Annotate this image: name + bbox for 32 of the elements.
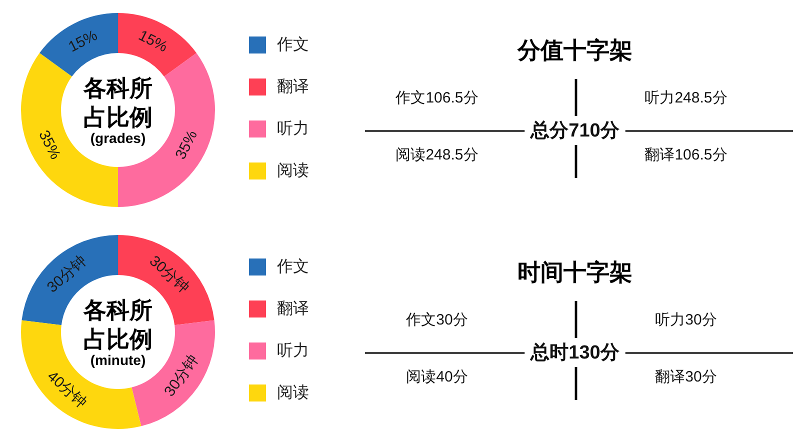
text: 翻译30分	[655, 368, 717, 386]
text: 听力30分	[655, 312, 717, 328]
legend-label: 翻译	[277, 300, 309, 318]
legend-label: 阅读	[277, 384, 309, 402]
text: 翻译106.5分	[644, 146, 728, 164]
text: 听力248.5分	[644, 90, 728, 106]
data-label: 30分钟	[146, 252, 192, 296]
text: 总分710分	[530, 120, 620, 142]
legend-label: 阅读	[277, 162, 309, 180]
data-label: 30分钟	[161, 352, 202, 400]
data-label: 35%	[172, 128, 201, 162]
data-label: 30分钟	[44, 252, 90, 296]
text: 阅读40分	[406, 368, 468, 386]
data-label: 35%	[35, 128, 64, 162]
data-label: 40分钟	[44, 368, 90, 412]
text: 各科所占比例	[82, 297, 152, 352]
text: (minute)	[90, 352, 146, 368]
text: 各科所占比例	[82, 75, 152, 130]
legend-label: 听力	[277, 342, 309, 360]
legend-label: 作文	[276, 36, 309, 54]
legend-label: 翻译	[277, 78, 309, 96]
data-label: 15%	[136, 27, 170, 56]
text: 时间十字架	[518, 259, 632, 285]
text: (grades)	[90, 130, 146, 146]
data-label: 15%	[66, 27, 100, 56]
legend-label: 作文	[276, 258, 309, 276]
text: 分值十字架	[516, 37, 632, 63]
text: 作文106.5分	[394, 90, 478, 106]
text: 阅读248.5分	[396, 146, 478, 164]
text: 作文30分	[405, 312, 468, 328]
text: 总时130分	[530, 342, 620, 364]
legend-label: 听力	[277, 120, 309, 138]
